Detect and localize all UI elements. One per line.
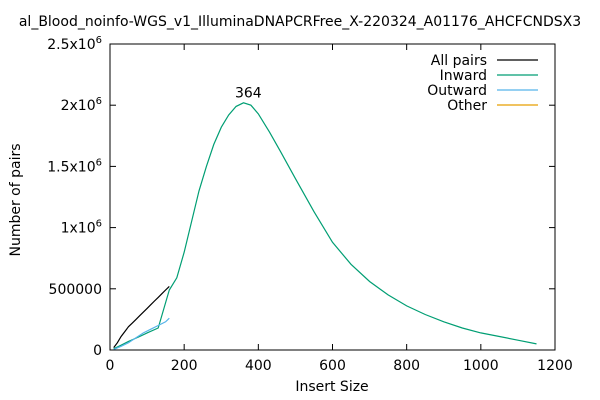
axis-ticks: 0 200 400 600 800 1000 1200 0 500000 1x106 1.5x106… [47, 35, 573, 374]
legend-label: Other [447, 98, 487, 114]
legend-label: Inward [440, 68, 487, 84]
x-tick-label: 1200 [537, 358, 573, 374]
x-tick-label: 600 [319, 358, 346, 374]
x-tick-label: 1000 [463, 358, 499, 374]
series-inward-line [113, 102, 537, 350]
legend-label: All pairs [431, 53, 487, 69]
x-tick-label: 800 [393, 358, 420, 374]
y-tick-label: 500000 [49, 282, 102, 298]
series-outward-line [113, 317, 170, 350]
y-tick-label: 2.5x106 [47, 35, 102, 53]
legend-label: Outward [427, 83, 487, 99]
chart-title: al_Blood_noinfo-WGS_v1_IlluminaDNAPCRFre… [19, 14, 581, 30]
plot-frame [109, 43, 556, 351]
x-axis-label: Insert Size [295, 379, 368, 395]
y-tick-label: 2x106 [61, 96, 102, 114]
x-tick-label: 200 [171, 358, 198, 374]
y-tick-label: 1x106 [61, 219, 102, 237]
x-tick-label: 400 [245, 358, 272, 374]
y-tick-label: 1.5x106 [47, 157, 102, 175]
series-all-pairs-line [113, 285, 170, 348]
y-axis-label: Number of pairs [8, 143, 24, 256]
series-layer [113, 102, 537, 350]
y-tick-label: 0 [93, 343, 102, 359]
x-tick-label: 0 [106, 358, 115, 374]
peak-annotation: 364 [235, 85, 262, 101]
